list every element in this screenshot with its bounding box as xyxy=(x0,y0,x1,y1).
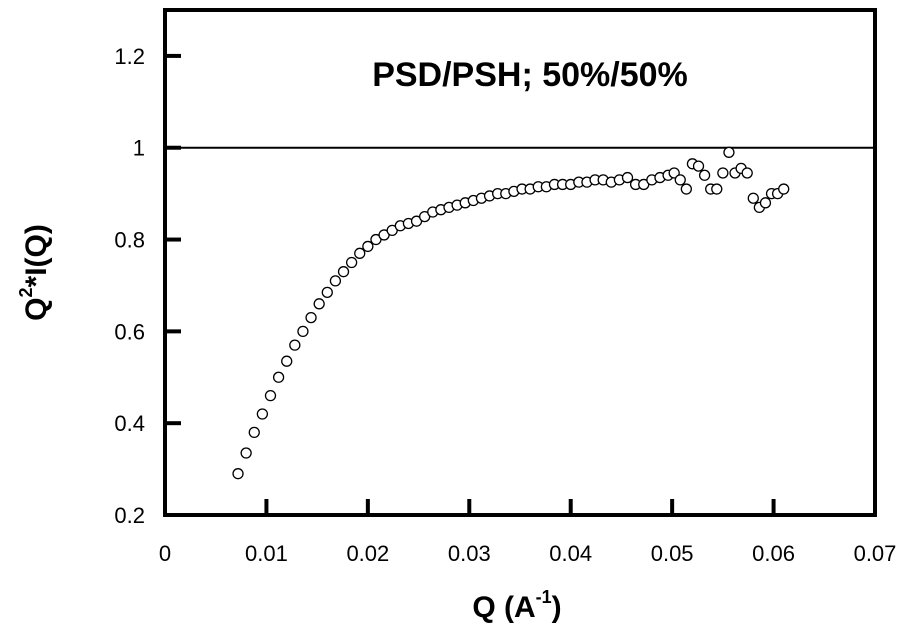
y-axis-title: Q2*I(Q) xyxy=(16,224,53,321)
data-point xyxy=(289,339,301,351)
y-axis-title-main: Q xyxy=(20,298,53,321)
x-axis-title-superscript: -1 xyxy=(536,587,552,607)
data-point xyxy=(345,256,358,269)
data-point xyxy=(621,171,634,184)
data-point xyxy=(264,389,277,402)
x-tick-label: 0.04 xyxy=(549,541,592,566)
y-axis-title-rest: *I(Q) xyxy=(20,224,53,287)
y-tick-label: 1 xyxy=(133,136,145,161)
y-tick-label: 1.2 xyxy=(114,44,145,69)
x-axis-title-close: ) xyxy=(552,591,562,624)
data-point xyxy=(321,286,333,298)
data-point xyxy=(778,183,790,195)
data-point xyxy=(747,192,759,204)
data-point xyxy=(313,298,325,310)
data-point xyxy=(248,426,260,439)
data-point xyxy=(711,183,723,195)
data-point xyxy=(698,169,711,181)
y-tick-label: 0.8 xyxy=(114,228,145,253)
data-point xyxy=(272,371,285,383)
x-tick-label: 0.07 xyxy=(854,541,897,566)
x-axis-title-main: Q (A xyxy=(472,591,535,624)
data-point xyxy=(717,167,729,179)
data-point xyxy=(297,325,309,338)
data-point xyxy=(337,266,350,278)
x-tick-label: 0.06 xyxy=(752,541,795,566)
data-point xyxy=(668,167,680,179)
x-axis-title: Q (A-1) xyxy=(472,587,561,624)
x-tick-label: 0.05 xyxy=(651,541,694,566)
y-tick-label: 0.4 xyxy=(114,411,145,436)
x-tick-label: 0.02 xyxy=(346,541,389,566)
plot-frame xyxy=(163,8,877,517)
y-axis-title-superscript: 2 xyxy=(16,287,36,297)
data-point xyxy=(232,468,244,480)
data-point xyxy=(674,174,686,186)
data-point xyxy=(329,275,342,287)
data-point xyxy=(692,160,705,172)
data-point xyxy=(759,197,772,209)
data-point xyxy=(256,408,269,420)
y-tick-label: 0.6 xyxy=(114,319,145,344)
y-tick-label: 0.2 xyxy=(114,503,145,528)
data-point xyxy=(305,311,317,324)
data-point xyxy=(281,355,293,367)
chart-title: PSD/PSH; 50%/50% xyxy=(372,56,688,94)
x-tick-label: 0.03 xyxy=(448,541,491,566)
data-point xyxy=(354,247,366,259)
data-point xyxy=(741,167,753,179)
data-point xyxy=(240,447,252,459)
data-point xyxy=(723,146,735,158)
x-tick-label: 0 xyxy=(159,541,171,566)
x-tick-label: 0.01 xyxy=(245,541,288,566)
data-point xyxy=(680,183,692,195)
data-point xyxy=(362,240,374,253)
